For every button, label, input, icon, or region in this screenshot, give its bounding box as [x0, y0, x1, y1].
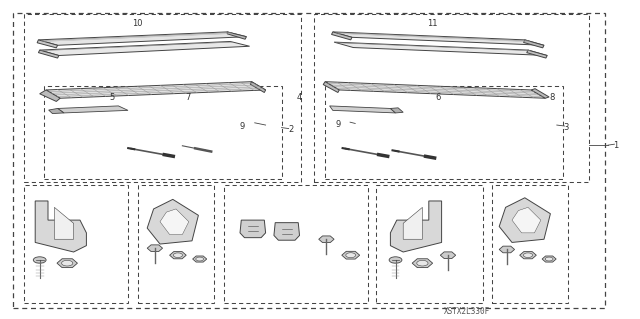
Bar [138, 185, 214, 303]
Polygon shape [250, 82, 266, 93]
Polygon shape [58, 106, 128, 113]
Polygon shape [323, 82, 339, 93]
Polygon shape [499, 246, 515, 253]
Circle shape [173, 253, 182, 257]
Polygon shape [193, 256, 207, 262]
Bar [376, 185, 483, 303]
Polygon shape [54, 207, 74, 239]
Bar [325, 86, 563, 179]
Polygon shape [147, 245, 163, 251]
Circle shape [346, 253, 356, 258]
Polygon shape [390, 108, 403, 113]
Polygon shape [520, 252, 536, 259]
Polygon shape [57, 259, 77, 268]
Polygon shape [37, 40, 58, 48]
Polygon shape [38, 32, 246, 45]
Circle shape [196, 257, 204, 261]
Polygon shape [332, 32, 352, 40]
Polygon shape [240, 220, 266, 238]
Circle shape [33, 257, 46, 263]
Text: 9: 9 [239, 122, 244, 130]
Text: 10: 10 [132, 19, 143, 28]
Polygon shape [319, 236, 334, 242]
Bar [44, 86, 282, 179]
Text: 6: 6 [436, 93, 441, 102]
Polygon shape [330, 106, 396, 113]
Polygon shape [38, 50, 59, 58]
Bar [314, 14, 589, 182]
Text: 5: 5 [109, 93, 115, 102]
Polygon shape [40, 41, 250, 56]
Text: 11: 11 [427, 19, 437, 28]
Circle shape [524, 253, 532, 257]
Polygon shape [49, 108, 64, 114]
Bar [224, 185, 368, 303]
Polygon shape [342, 251, 360, 259]
Polygon shape [40, 90, 60, 101]
Polygon shape [333, 32, 544, 45]
Polygon shape [531, 89, 549, 98]
Circle shape [61, 260, 73, 266]
Text: 7: 7 [185, 93, 190, 102]
Bar [24, 14, 301, 182]
Polygon shape [403, 207, 422, 239]
Text: XSTX2L330F: XSTX2L330F [444, 308, 490, 316]
Polygon shape [390, 201, 442, 252]
Polygon shape [35, 201, 86, 252]
Polygon shape [325, 82, 545, 98]
Polygon shape [512, 207, 541, 233]
Polygon shape [147, 199, 198, 244]
Circle shape [545, 257, 553, 261]
Polygon shape [412, 259, 433, 268]
Text: 1: 1 [613, 141, 618, 150]
Polygon shape [46, 82, 266, 98]
Polygon shape [170, 252, 186, 259]
Circle shape [389, 257, 402, 263]
Circle shape [417, 260, 428, 266]
Polygon shape [542, 256, 556, 262]
Text: 8: 8 [549, 93, 554, 102]
Text: 4: 4 [297, 93, 302, 102]
Polygon shape [160, 209, 189, 234]
Text: 3: 3 [564, 123, 569, 132]
Polygon shape [274, 223, 300, 240]
Polygon shape [524, 40, 544, 48]
Polygon shape [334, 42, 547, 56]
Bar [492, 185, 568, 303]
Bar [24, 185, 128, 303]
Text: 2: 2 [289, 125, 294, 134]
Text: 9: 9 [335, 120, 340, 129]
Polygon shape [499, 198, 550, 242]
Polygon shape [440, 252, 456, 258]
Polygon shape [227, 32, 246, 39]
Polygon shape [527, 50, 547, 58]
